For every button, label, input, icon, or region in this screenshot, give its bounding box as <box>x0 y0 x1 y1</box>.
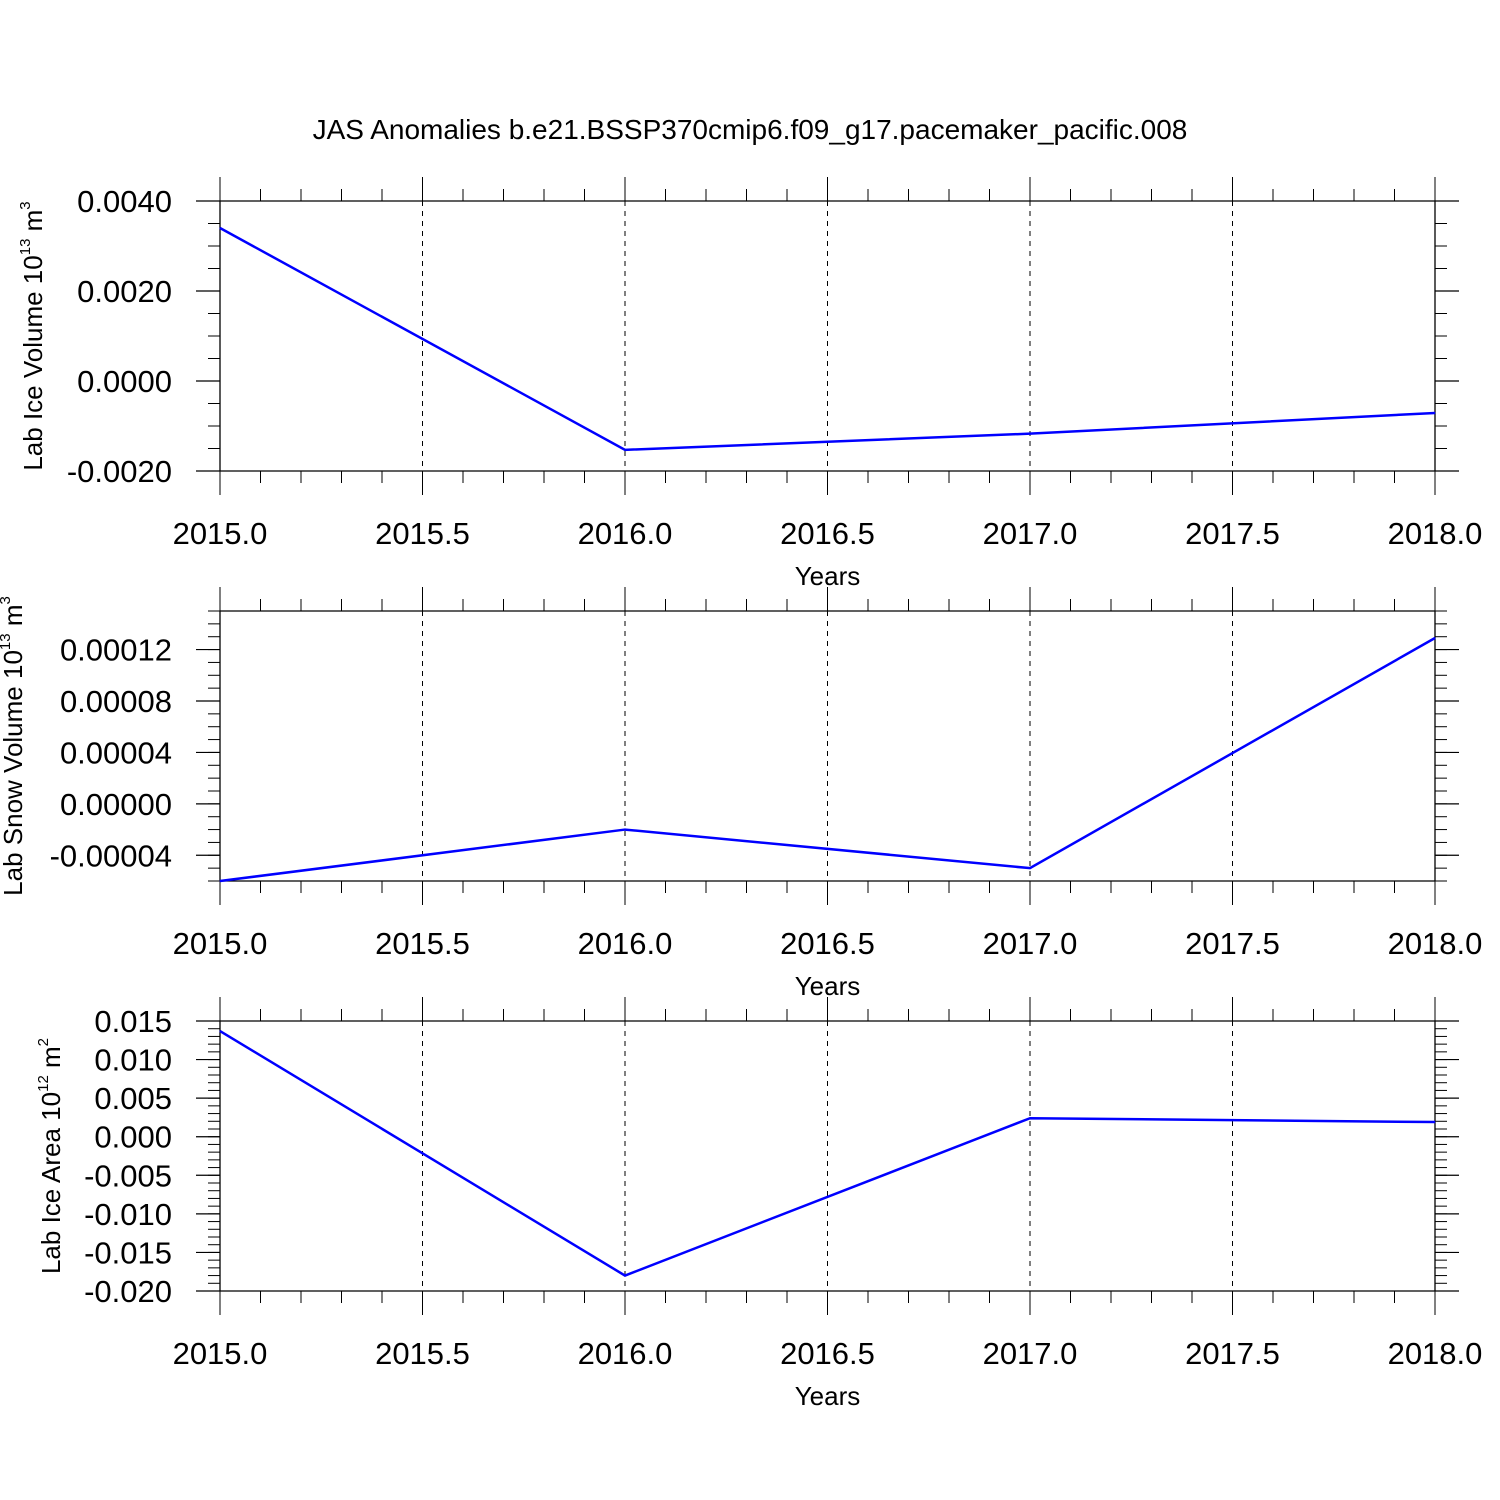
y-axis-label-unit-exponent: 3 <box>0 596 14 604</box>
y-tick-label: -0.0020 <box>67 454 172 489</box>
y-axis-label-unit: m <box>0 605 28 634</box>
data-point <box>624 449 626 451</box>
y-tick-label: -0.010 <box>84 1197 172 1232</box>
data-point <box>1434 412 1436 414</box>
x-tick-label: 2015.0 <box>173 1336 268 1371</box>
data-point <box>1434 637 1436 639</box>
y-axis-label-unit: m <box>18 210 48 239</box>
y-axis-label: Lab Ice Volume 1013 m3 <box>17 201 48 470</box>
y-tick-label: -0.00004 <box>50 838 172 873</box>
data-point <box>1029 867 1031 869</box>
y-tick-label: -0.005 <box>84 1158 172 1193</box>
x-tick-label: 2015.5 <box>375 926 470 961</box>
x-tick-label: 2017.5 <box>1185 1336 1280 1371</box>
x-tick-label: 2016.0 <box>578 1336 673 1371</box>
data-point <box>1434 1121 1436 1123</box>
x-tick-label: 2015.0 <box>173 516 268 551</box>
y-tick-label: 0.00000 <box>60 787 172 822</box>
y-axis-label-main: Lab Snow Volume 10 <box>0 650 28 896</box>
chart-panel-2: 2015.0 2015.5 2016.0 2016.5 2017.0 2017.5 2018… <box>0 587 1482 1001</box>
data-point <box>219 227 221 229</box>
y-tick-label: -0.015 <box>84 1235 172 1270</box>
panels: 2015.0 2015.5 2016.0 2016.5 2017.0 2017.5 2018… <box>0 177 1482 1411</box>
y-axis-label-main: Lab Ice Area 10 <box>36 1092 66 1274</box>
data-point <box>219 1030 221 1032</box>
data-point <box>624 829 626 831</box>
y-tick-label: 0.0040 <box>77 184 172 219</box>
x-tick-label: 2017.5 <box>1185 516 1280 551</box>
chart-panel-3: 2015.0 2015.5 2016.0 2016.5 2017.0 2017.5 2018… <box>35 997 1482 1411</box>
y-tick-label: 0.00008 <box>60 684 172 719</box>
y-tick-label: 0.000 <box>94 1120 172 1155</box>
y-axis-label-exponent: 13 <box>0 633 14 650</box>
data-point <box>1029 433 1031 435</box>
x-tick-label: 2015.0 <box>173 926 268 961</box>
y-axis-label-unit-exponent: 2 <box>35 1038 52 1046</box>
x-tick-label: 2017.0 <box>983 516 1078 551</box>
y-tick-label: 0.0020 <box>77 274 172 309</box>
y-axis-label-exponent: 12 <box>35 1075 52 1092</box>
x-tick-label: 2017.0 <box>983 1336 1078 1371</box>
y-tick-label: 0.005 <box>94 1081 172 1116</box>
x-tick-label: 2018.0 <box>1388 516 1483 551</box>
y-axis-label: Lab Snow Volume 1013 m3 <box>0 596 28 896</box>
y-axis-label-unit: m <box>36 1046 66 1075</box>
y-axis-label-main: Lab Ice Volume 10 <box>18 255 48 470</box>
x-tick-label: 2016.0 <box>578 516 673 551</box>
figure-title: JAS Anomalies b.e21.BSSP370cmip6.f09_g17… <box>313 114 1188 145</box>
data-point <box>624 1275 626 1277</box>
x-axis-label: Years <box>795 1381 861 1411</box>
x-tick-label: 2018.0 <box>1388 1336 1483 1371</box>
x-tick-label: 2015.5 <box>375 516 470 551</box>
x-tick-label: 2016.5 <box>780 1336 875 1371</box>
y-axis-label-unit-exponent: 3 <box>17 201 34 209</box>
y-tick-label: 0.00004 <box>60 735 172 770</box>
y-tick-label: -0.020 <box>84 1274 172 1309</box>
x-axis-label: Years <box>795 971 861 1001</box>
x-tick-label: 2016.0 <box>578 926 673 961</box>
series-line <box>219 636 1436 883</box>
x-tick-label: 2015.5 <box>375 1336 470 1371</box>
y-tick-label: 0.015 <box>94 1004 172 1039</box>
x-tick-label: 2017.5 <box>1185 926 1280 961</box>
x-tick-label: 2017.0 <box>983 926 1078 961</box>
x-tick-label: 2018.0 <box>1388 926 1483 961</box>
chart-panel-1: 2015.0 2015.5 2016.0 2016.5 2017.0 2017.5 2018… <box>17 177 1482 591</box>
data-point <box>1029 1117 1031 1119</box>
y-tick-label: 0.010 <box>94 1043 172 1078</box>
x-tick-label: 2016.5 <box>780 516 875 551</box>
series-line <box>219 1029 1436 1277</box>
data-point <box>219 880 221 882</box>
y-axis-label: Lab Ice Area 1012 m2 <box>35 1038 66 1274</box>
y-axis-label-exponent: 13 <box>17 239 34 256</box>
series-line <box>219 226 1436 452</box>
y-tick-label: 0.00012 <box>60 633 172 668</box>
y-tick-label: 0.0000 <box>77 364 172 399</box>
x-axis-label: Years <box>795 561 861 591</box>
x-tick-label: 2016.5 <box>780 926 875 961</box>
